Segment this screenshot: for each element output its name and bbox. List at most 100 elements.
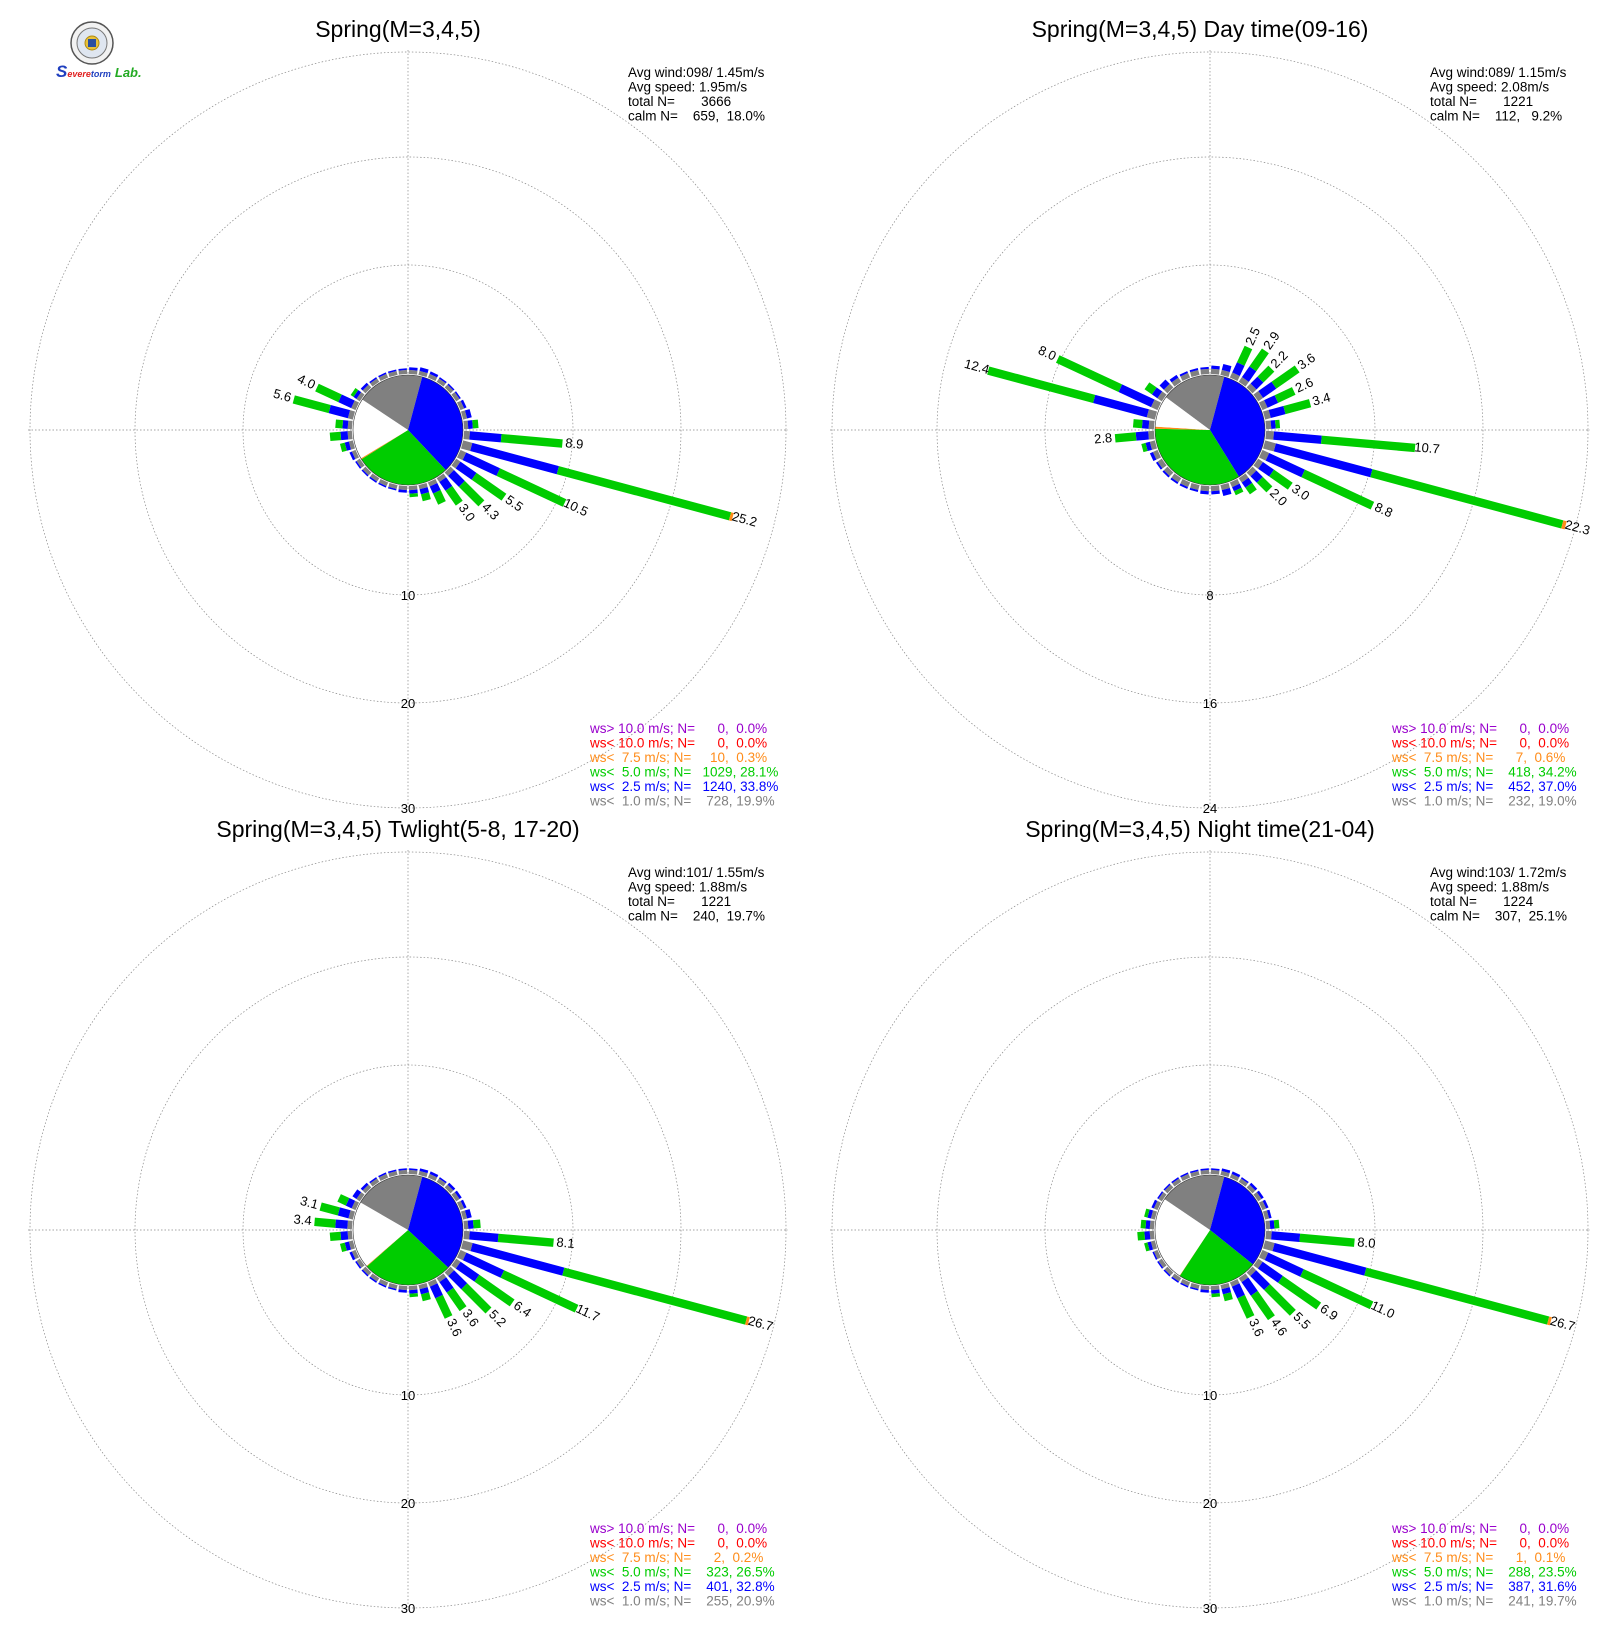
- ring-label: 24: [1203, 801, 1217, 816]
- bar-segment: [436, 1178, 446, 1187]
- bar-segment: [427, 373, 438, 382]
- bar-segment: [1301, 469, 1375, 510]
- bar-segment: [500, 1270, 579, 1313]
- direction-bar: [1163, 1183, 1174, 1194]
- pie-slice-calm: [1155, 1199, 1210, 1276]
- direction-bar: [1144, 1240, 1157, 1252]
- bar-segment: [446, 1287, 467, 1312]
- pie-slice-lt2_5: [408, 1176, 463, 1268]
- bar-segment: [1264, 1284, 1296, 1316]
- bar-segment: [1262, 1199, 1269, 1209]
- bar-segment: [352, 1189, 362, 1199]
- direction-bar: 22.3: [1263, 440, 1592, 538]
- bar-segment: [455, 461, 477, 480]
- bar-segment: [1151, 1199, 1158, 1209]
- pie-slice-lt5: [366, 1230, 449, 1285]
- bar-segment: [429, 482, 441, 494]
- stat-line: total N= 1221: [628, 894, 731, 909]
- bar-segment: [1170, 477, 1179, 485]
- bar-segment: [378, 482, 387, 488]
- bar-value-label: 5.5: [503, 492, 526, 515]
- direction-bar: 8.0: [1036, 342, 1162, 411]
- bar-segment: [461, 1210, 468, 1220]
- bar-value-label: 10.7: [1414, 439, 1441, 456]
- bar-segment: [500, 433, 563, 448]
- direction-bar: [329, 1230, 353, 1242]
- direction-bar: 8.9: [463, 430, 584, 452]
- bar-segment: [1268, 405, 1286, 419]
- direction-bar: [1229, 1171, 1241, 1182]
- pie-slice-lt1: [360, 1175, 423, 1230]
- bar-segment: [1200, 1289, 1209, 1293]
- bar-value-label: 3.4: [1311, 389, 1332, 408]
- bar-segment: [462, 452, 501, 476]
- bar-segment: [1241, 366, 1257, 382]
- direction-bar: [1246, 1182, 1258, 1194]
- bar-segment: [1265, 1220, 1271, 1230]
- direction-bar: [418, 1168, 429, 1177]
- direction-bar: [1253, 1190, 1264, 1202]
- direction-bar: [408, 1285, 419, 1298]
- bar-segment: [1135, 431, 1149, 441]
- direction-bar: [369, 473, 380, 483]
- legend-entry: ws< 10.0 m/s; N= 0, 0.0%: [589, 736, 767, 751]
- bar-segment: [461, 1283, 492, 1314]
- bar-segment: [1172, 1178, 1182, 1187]
- bar-segment: [1246, 1266, 1257, 1277]
- bar-segment: [1257, 365, 1275, 383]
- direction-bar: [1179, 371, 1191, 382]
- bar-segment: [461, 1240, 473, 1252]
- stat-line: total N= 1224: [1430, 894, 1534, 909]
- ring-label: 8: [1206, 588, 1213, 603]
- stat-line: Avg wind:101/ 1.55m/s: [628, 865, 765, 880]
- bar-segment: [1269, 469, 1293, 490]
- direction-bar: [418, 367, 429, 377]
- bar-segment: [456, 400, 465, 411]
- bar-segment: [1189, 487, 1199, 492]
- ring-label: 16: [1203, 696, 1217, 711]
- stat-line: Avg speed: 1.88m/s: [628, 880, 747, 895]
- stat-line: calm N= 112, 9.2%: [1430, 109, 1562, 124]
- direction-bar: [427, 371, 439, 382]
- bar-segment: [1238, 377, 1249, 387]
- bar-segment: [463, 430, 471, 440]
- bar-segment: [496, 468, 567, 507]
- bar-segment: [398, 1289, 407, 1293]
- bar-segment: [314, 1217, 336, 1228]
- stat-line: calm N= 240, 19.7%: [628, 909, 765, 924]
- direction-bar: [461, 409, 472, 420]
- direction-bar: 2.5: [1229, 325, 1263, 382]
- ring-label: 10: [1203, 1388, 1217, 1403]
- bar-segment: [378, 1172, 387, 1178]
- bar-value-label: 8.1: [556, 1234, 575, 1251]
- stat-line: Avg speed: 1.95m/s: [628, 80, 747, 95]
- legend-entry: ws< 7.5 m/s; N= 10, 0.3%: [589, 750, 767, 765]
- bar-segment: [370, 378, 380, 387]
- direction-bar: 3.6: [427, 1278, 465, 1339]
- bar-segment: [361, 469, 369, 477]
- grid-ring: [831, 51, 1589, 809]
- legend-entry: ws< 1.0 m/s; N= 255, 20.9%: [589, 1594, 775, 1609]
- bar-segment: [340, 431, 349, 441]
- stat-line: Avg wind:089/ 1.15m/s: [1430, 65, 1567, 80]
- bar-segment: [409, 489, 418, 494]
- bar-segment: [388, 1169, 397, 1174]
- bar-segment: [470, 442, 559, 475]
- bar-segment: [455, 1261, 480, 1282]
- bar-segment: [1229, 372, 1240, 382]
- bar-segment: [1220, 1170, 1230, 1177]
- bar-segment: [378, 373, 389, 382]
- panel-title: Spring(M=3,4,5) Day time(09-16): [1032, 16, 1369, 42]
- bar-segment: [360, 382, 369, 391]
- bar-segment: [1263, 1240, 1275, 1252]
- grid-ring: [1044, 264, 1376, 596]
- bar-segment: [1152, 1251, 1158, 1260]
- legend-entry: ws< 7.5 m/s; N= 2, 0.2%: [589, 1550, 763, 1565]
- bar-value-label: 2.5: [1242, 325, 1263, 348]
- direction-bar: [1180, 1278, 1191, 1288]
- bar-segment: [347, 410, 355, 420]
- bar-segment: [1238, 1178, 1248, 1187]
- direction-bar: [1238, 1177, 1249, 1187]
- direction-bar: [1190, 1283, 1200, 1291]
- direction-bar: [398, 1168, 408, 1175]
